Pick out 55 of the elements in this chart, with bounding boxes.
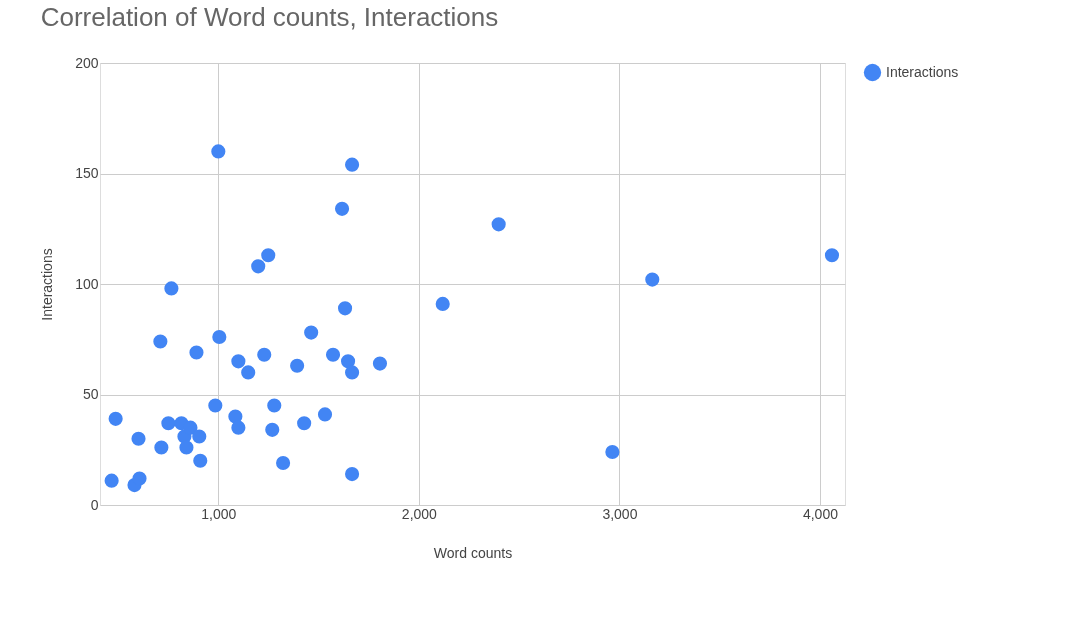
y-tick-label: 0: [90, 496, 99, 513]
point: [345, 365, 360, 380]
point: [261, 248, 276, 263]
point: [161, 416, 176, 431]
y-tick-label: 50: [82, 386, 99, 402]
point: [108, 411, 123, 426]
point: [231, 354, 246, 369]
point: [132, 471, 147, 486]
point: [131, 431, 146, 446]
point: [189, 345, 204, 360]
point: [231, 420, 246, 435]
x-tick-label: 3,000: [602, 505, 638, 522]
point: [337, 301, 353, 316]
point: [491, 217, 506, 232]
y-tick-label: 200: [75, 54, 99, 71]
y-tick-label: 100: [75, 275, 99, 292]
point: [212, 329, 227, 345]
point: [605, 444, 620, 460]
point: [317, 407, 333, 422]
point: [192, 429, 207, 444]
point: [211, 144, 226, 159]
point: [179, 440, 194, 455]
point: [153, 334, 168, 349]
point: [645, 272, 660, 287]
point: [257, 347, 272, 362]
point: [193, 453, 208, 468]
chart-title: Correlation of Word counts, Interactions: [40, 2, 499, 32]
point: [251, 259, 266, 274]
point: [304, 325, 319, 340]
y-axis-title: Interactions: [39, 248, 56, 321]
point: [104, 473, 119, 488]
point: [372, 356, 388, 371]
point: [241, 365, 256, 380]
x-axis-title: Word counts: [433, 544, 513, 561]
point: [183, 420, 198, 435]
point: [340, 354, 356, 369]
point: [154, 440, 169, 455]
point: [290, 358, 305, 373]
point: [164, 281, 179, 296]
point: [435, 296, 450, 311]
x-tick-label: 1,000: [201, 505, 237, 522]
point: [208, 398, 223, 413]
y-tick-label: 150: [75, 165, 99, 181]
point: [267, 398, 282, 413]
point: [334, 201, 350, 216]
x-tick-label: 4,000: [802, 505, 839, 522]
point: [824, 248, 840, 263]
point: [265, 422, 280, 437]
point: [276, 455, 291, 471]
x-tick-label: 2,000: [401, 505, 438, 522]
point: [345, 467, 360, 482]
point: [345, 157, 360, 172]
point: [325, 347, 341, 362]
point: [297, 416, 312, 431]
legend-label: Interactions: [886, 63, 959, 80]
